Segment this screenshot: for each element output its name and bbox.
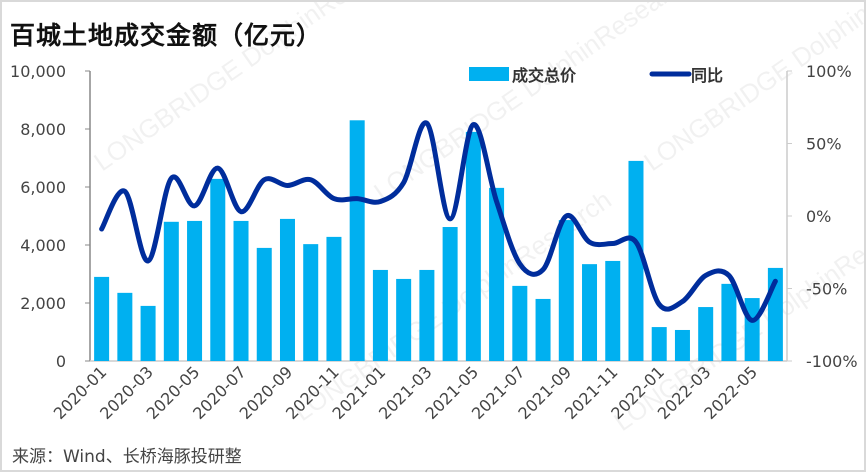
bar-2021-12 [628, 160, 644, 361]
bar-2021-08 [535, 298, 551, 361]
bar-2022-04 [721, 283, 737, 361]
bar-2020-09 [279, 218, 295, 361]
bar-2022-03 [698, 307, 714, 361]
right-tick-label: 0% [806, 207, 831, 226]
bar-2020-05 [187, 220, 203, 361]
bar-2020-01 [94, 276, 110, 361]
chart-title: 百城土地成交金额（亿元） [10, 21, 323, 50]
watermark: LONGBRIDGE DolphinResearch [88, 2, 417, 177]
left-tick-label: 4,000 [20, 236, 66, 255]
bar-2021-03 [419, 269, 435, 361]
source-note: 来源：Wind、长桥海豚投研整 [12, 447, 242, 467]
bar-2020-12 [349, 120, 365, 361]
bar-2021-05 [465, 131, 481, 361]
watermark: LONGBRIDGE DolphinResearch [368, 2, 697, 207]
right-tick-label: -100% [806, 352, 858, 371]
legend-line-label: 同比 [691, 66, 723, 85]
bar-2021-10 [582, 264, 598, 361]
left-tick-label: 2,000 [20, 294, 66, 313]
left-tick-label: 10,000 [10, 62, 66, 81]
legend-bar-label: 成交总价 [512, 66, 577, 85]
bar-2022-01 [651, 327, 667, 361]
bar-2020-07 [233, 220, 249, 361]
bar-2021-07 [512, 285, 528, 361]
bar-2020-11 [326, 236, 342, 361]
bar-2020-03 [140, 305, 156, 361]
bar-2020-08 [256, 247, 272, 361]
right-tick-label: 50% [806, 135, 842, 154]
bar-2022-05 [744, 298, 760, 361]
bar-2021-02 [396, 278, 412, 361]
right-tick-label: -50% [806, 280, 847, 299]
left-tick-label: 0 [56, 352, 66, 371]
bar-2021-09 [558, 220, 574, 361]
bar-2021-04 [442, 227, 458, 361]
left-tick-label: 6,000 [20, 178, 66, 197]
right-tick-label: 100% [806, 62, 852, 81]
bar-2020-02 [117, 292, 133, 361]
bar-2021-06 [489, 187, 505, 361]
bar-2021-11 [605, 260, 621, 361]
bar-2022-02 [674, 329, 690, 361]
bar-2020-04 [163, 221, 179, 361]
bar-2020-06 [210, 178, 226, 361]
left-tick-label: 8,000 [20, 120, 66, 139]
bar-2021-01 [372, 269, 388, 361]
bar-2020-10 [303, 244, 319, 361]
legend-bar-swatch [469, 67, 509, 81]
